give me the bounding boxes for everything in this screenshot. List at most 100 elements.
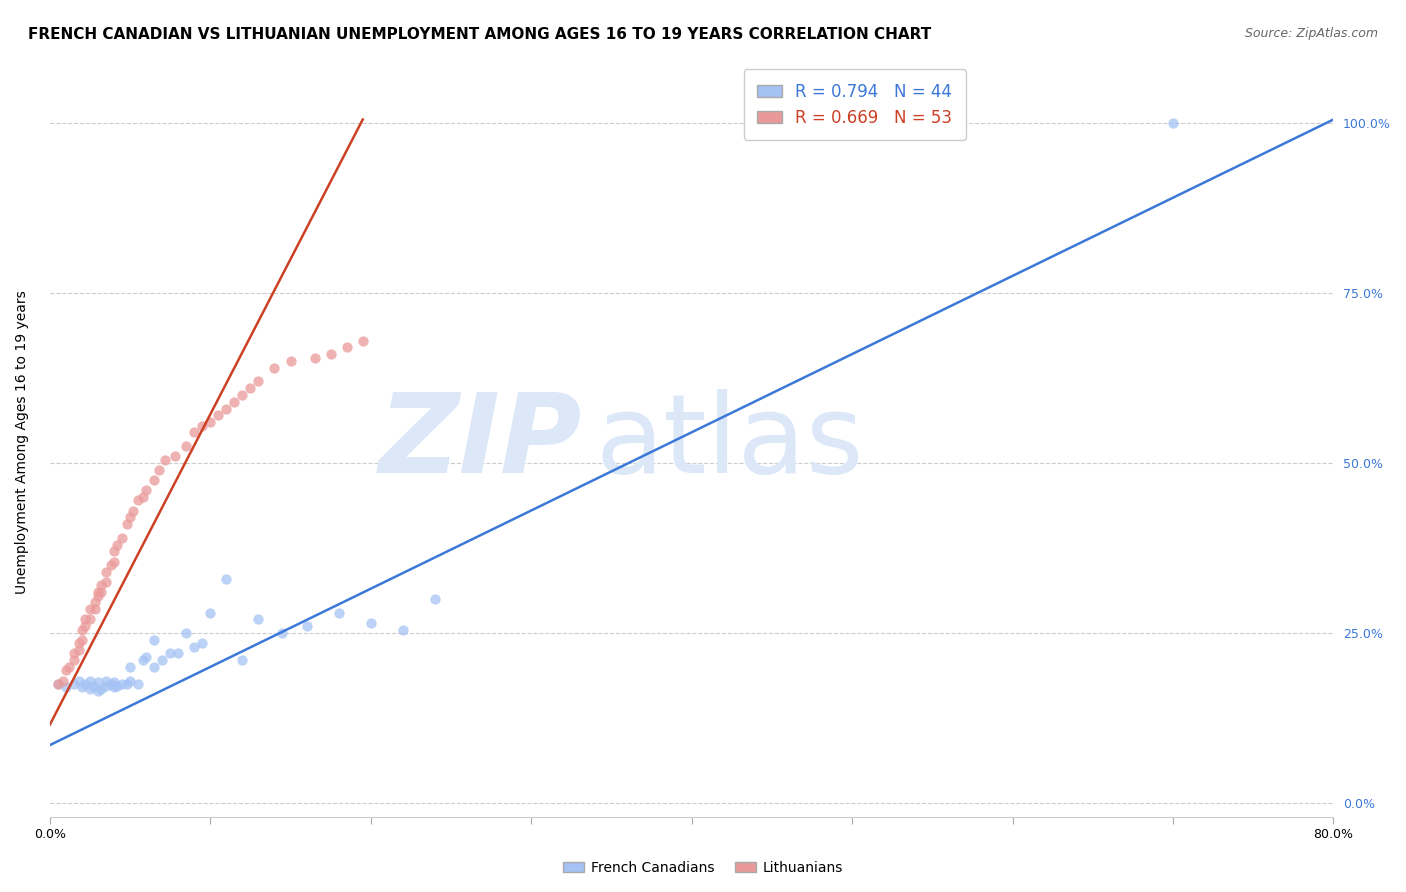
Point [70,632,93,647]
Point [94,574,117,589]
Point [143,473,166,487]
Point [63,646,86,660]
Text: FRENCH CANADIAN VS LITHUANIAN UNEMPLOYMENT AMONG AGES 16 TO 19 YEARS CORRELATION: FRENCH CANADIAN VS LITHUANIAN UNEMPLOYME… [28,27,931,42]
Point [79,673,101,688]
Point [103,555,125,569]
Text: atlas: atlas [595,389,863,496]
Point [1161,116,1184,130]
Point [215,401,238,416]
Point [122,503,145,517]
Point [87,683,110,698]
Point [90,681,112,696]
Point [280,354,302,368]
Point [132,653,155,667]
Point [150,653,173,667]
Point [200,606,222,620]
Point [135,649,157,664]
Point [207,409,229,423]
Point [67,643,90,657]
Point [83,595,105,609]
Point [55,681,77,695]
Point [63,653,86,667]
Point [174,626,197,640]
Point [94,673,117,688]
Point [100,558,122,572]
Point [143,660,166,674]
Point [391,623,413,637]
Point [75,612,97,626]
Point [82,679,104,693]
Point [120,673,142,688]
Point [263,360,285,375]
Y-axis label: Unemployment Among Ages 16 to 19 years: Unemployment Among Ages 16 to 19 years [15,291,30,594]
Point [215,572,238,586]
Legend: R = 0.794   N = 44, R = 0.669   N = 53: R = 0.794 N = 44, R = 0.669 N = 53 [744,70,966,140]
Text: Source: ZipAtlas.com: Source: ZipAtlas.com [1244,27,1378,40]
Point [103,674,125,689]
Point [352,334,374,348]
Point [148,463,170,477]
Point [120,510,142,524]
Point [70,623,93,637]
Point [120,660,142,674]
Point [70,681,93,695]
Point [200,415,222,429]
Point [87,585,110,599]
Point [135,483,157,497]
Point [360,615,382,630]
Point [58,660,80,674]
Point [183,640,205,654]
Point [132,490,155,504]
Point [247,374,270,388]
Point [46,677,69,691]
Point [224,394,246,409]
Point [231,653,253,667]
Point [63,677,86,691]
Point [143,632,166,647]
Point [191,636,214,650]
Point [423,591,446,606]
Point [304,351,326,365]
Point [90,585,112,599]
Point [87,674,110,689]
Point [79,612,101,626]
Point [191,418,214,433]
Point [55,663,77,677]
Point [111,531,134,545]
Point [79,681,101,696]
Point [319,347,342,361]
Point [336,340,359,354]
Point [115,517,138,532]
Point [328,606,350,620]
Point [231,388,253,402]
Point [174,439,197,453]
Point [115,677,138,691]
Point [155,452,177,467]
Point [67,636,90,650]
Point [163,449,186,463]
Point [239,381,262,395]
Point [159,646,181,660]
Point [52,673,75,688]
Point [90,578,112,592]
Point [111,677,134,691]
Point [94,679,117,693]
Point [103,681,125,695]
Point [247,612,270,626]
Point [127,493,149,508]
Point [103,544,125,558]
Point [67,673,90,688]
Point [167,646,190,660]
Point [295,619,318,633]
Point [127,677,149,691]
Point [271,626,294,640]
Point [79,602,101,616]
Text: ZIP: ZIP [380,389,582,496]
Point [87,589,110,603]
Point [46,677,69,691]
Point [75,619,97,633]
Point [183,425,205,440]
Point [105,537,128,551]
Point [94,565,117,579]
Point [83,602,105,616]
